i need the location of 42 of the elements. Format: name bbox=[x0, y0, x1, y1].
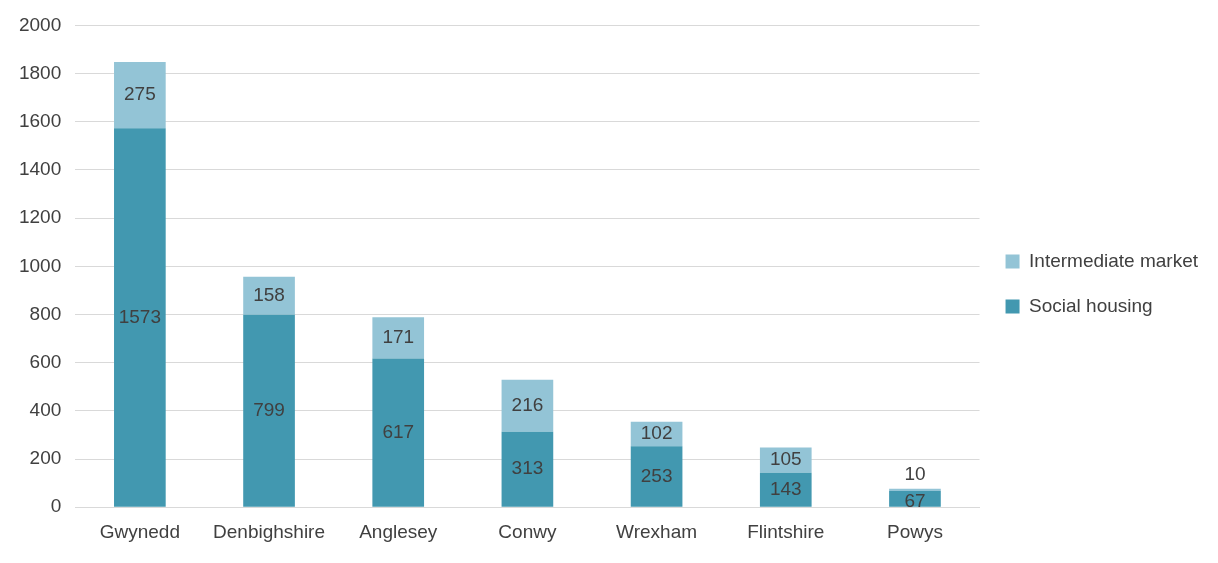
data-label: 102 bbox=[640, 422, 673, 444]
x-tick-label: Conwy bbox=[498, 520, 557, 542]
data-label: 158 bbox=[253, 283, 285, 305]
bar bbox=[501, 379, 554, 432]
y-tick-label: 400 bbox=[29, 399, 62, 421]
bar bbox=[372, 317, 425, 359]
data-label: 313 bbox=[511, 457, 544, 479]
y-tick-label: 1400 bbox=[18, 158, 62, 180]
y-tick-label: 0 bbox=[50, 495, 62, 517]
y-tick-label: 1000 bbox=[18, 254, 62, 276]
data-label: 171 bbox=[382, 326, 415, 348]
legend-label: Social housing bbox=[1029, 294, 1153, 316]
y-tick-label: 1600 bbox=[18, 109, 62, 131]
bar bbox=[372, 358, 425, 507]
data-label: 10 bbox=[904, 462, 926, 484]
y-tick-label: 800 bbox=[29, 302, 62, 324]
data-label: 799 bbox=[253, 398, 285, 420]
x-tick-label: Gwynedd bbox=[99, 520, 180, 542]
x-tick-label: Wrexham bbox=[616, 520, 698, 542]
bar bbox=[114, 62, 166, 129]
y-tick-label: 200 bbox=[29, 447, 62, 469]
x-tick-label: Anglesey bbox=[359, 520, 438, 542]
data-label: 105 bbox=[769, 448, 802, 470]
y-tick-label: 1200 bbox=[18, 206, 62, 228]
data-label: 67 bbox=[904, 490, 926, 512]
data-label: 275 bbox=[124, 83, 156, 105]
x-tick-label: Denbighshire bbox=[213, 520, 326, 542]
y-tick-label: 2000 bbox=[18, 13, 62, 35]
data-label: 1573 bbox=[118, 305, 161, 327]
y-tick-label: 1800 bbox=[18, 61, 62, 83]
bar bbox=[630, 446, 683, 507]
x-tick-label: Flintshire bbox=[747, 520, 825, 542]
data-label: 216 bbox=[511, 394, 544, 416]
x-tick-label: Powys bbox=[886, 520, 943, 542]
data-label: 253 bbox=[640, 464, 673, 486]
bar bbox=[114, 128, 166, 507]
data-label: 617 bbox=[382, 420, 415, 442]
data-label: 143 bbox=[769, 477, 802, 499]
y-tick-label: 600 bbox=[29, 350, 62, 372]
bar bbox=[501, 431, 554, 507]
legend-label: Intermediate market bbox=[1029, 249, 1199, 271]
bar bbox=[243, 314, 295, 507]
